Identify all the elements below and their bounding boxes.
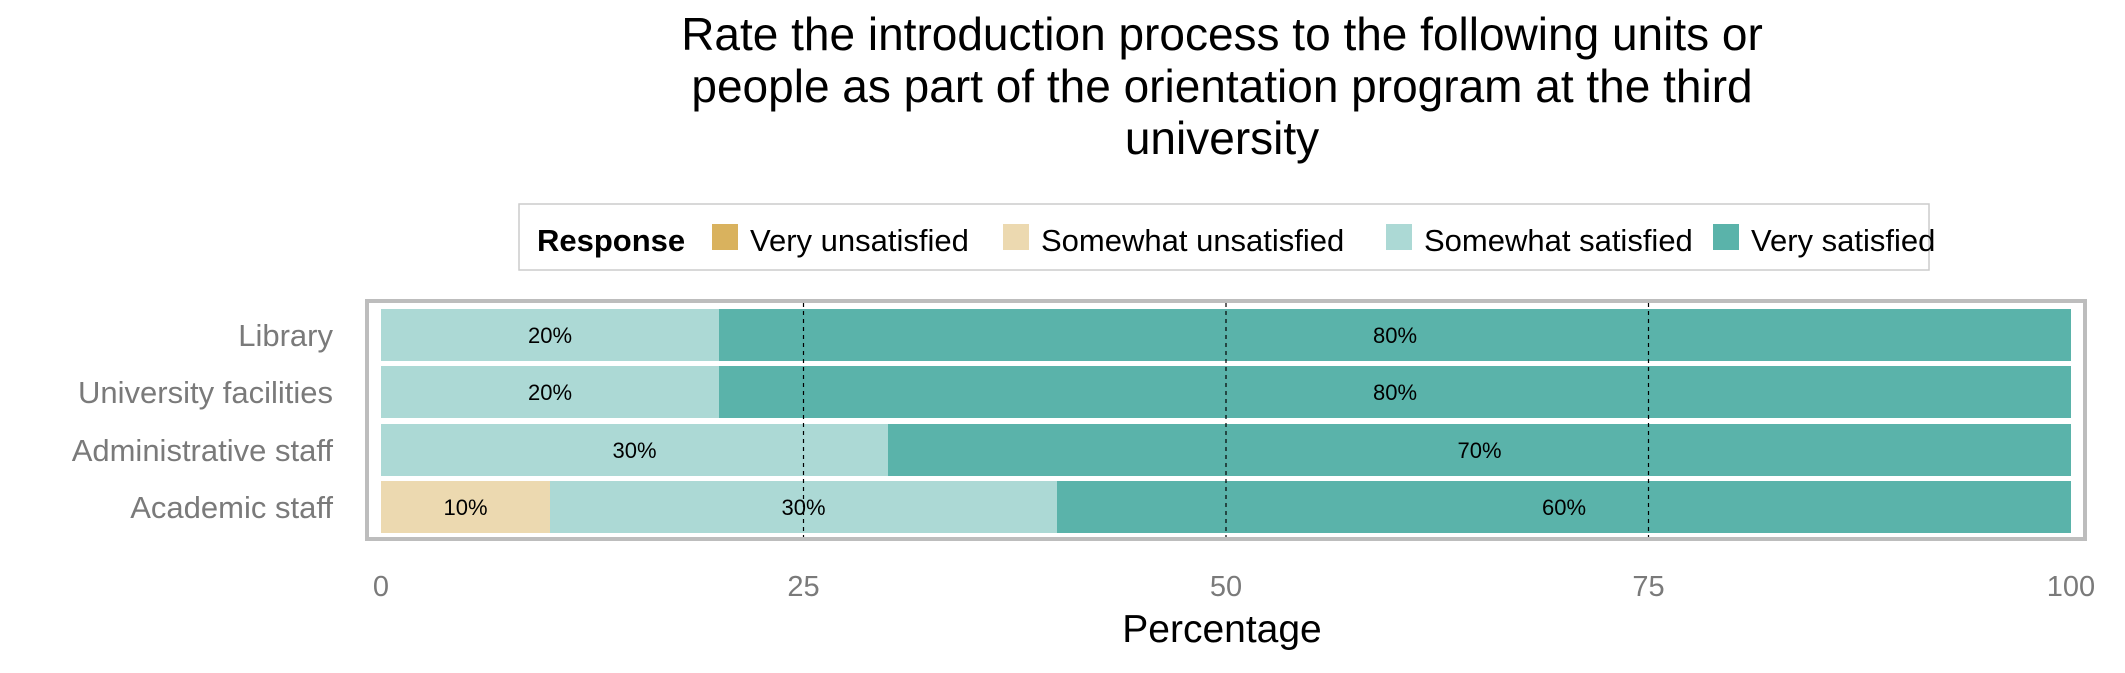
- data-label-university-facilities-somewhat-satisfied: 20%: [528, 380, 572, 405]
- x-tick-label-25: 25: [787, 571, 819, 603]
- chart-title-line-3: university: [1125, 112, 1319, 164]
- legend-swatch-somewhat-satisfied: [1386, 224, 1412, 250]
- legend-label-very-unsatisfied: Very unsatisfied: [750, 223, 969, 258]
- x-tick-label-0: 0: [373, 571, 389, 603]
- legend-swatch-very-unsatisfied: [712, 224, 738, 250]
- y-tick-label-administrative-staff: Administrative staff: [72, 433, 334, 468]
- x-axis: 0 25 50 75 100: [373, 571, 2095, 603]
- data-label-university-facilities-very-satisfied: 80%: [1373, 380, 1417, 405]
- legend: Response Very unsatisfied Somewhat unsati…: [518, 203, 1935, 271]
- chart-title-line-2: people as part of the orientation progra…: [691, 60, 1752, 112]
- y-tick-label-university-facilities: University facilities: [78, 375, 333, 410]
- y-tick-label-library: Library: [238, 318, 333, 353]
- y-axis: Library University facilities Administrati…: [72, 318, 334, 525]
- x-tick-label-75: 75: [1632, 571, 1664, 603]
- bar-library-very-satisfied: [719, 309, 2071, 361]
- bar-administrative-staff-very-satisfied: [888, 424, 2071, 476]
- legend-title: Response: [537, 223, 685, 258]
- data-label-administrative-staff-somewhat-satisfied: 30%: [612, 438, 656, 463]
- legend-label-very-satisfied: Very satisfied: [1751, 223, 1935, 258]
- data-label-academic-staff-very-satisfied: 60%: [1542, 495, 1586, 520]
- legend-label-somewhat-unsatisfied: Somewhat unsatisfied: [1041, 223, 1344, 258]
- legend-swatch-very-satisfied: [1713, 224, 1739, 250]
- data-label-library-very-satisfied: 80%: [1373, 323, 1417, 348]
- legend-swatch-somewhat-unsatisfied: [1003, 224, 1029, 250]
- chart-title: Rate the introduction process to the fol…: [681, 8, 1763, 164]
- chart-title-line-1: Rate the introduction process to the fol…: [681, 8, 1763, 60]
- x-axis-title: Percentage: [1122, 608, 1321, 651]
- legend-label-somewhat-satisfied: Somewhat satisfied: [1424, 223, 1693, 258]
- data-label-academic-staff-somewhat-unsatisfied: 10%: [443, 495, 487, 520]
- y-tick-label-academic-staff: Academic staff: [130, 490, 333, 525]
- bar-university-facilities-very-satisfied: [719, 366, 2071, 418]
- x-tick-label-50: 50: [1210, 571, 1242, 603]
- data-label-library-somewhat-satisfied: 20%: [528, 323, 572, 348]
- bar-university-facilities-somewhat-satisfied: [381, 366, 719, 418]
- x-tick-label-100: 100: [2047, 571, 2095, 603]
- data-label-academic-staff-somewhat-satisfied: 30%: [781, 495, 825, 520]
- bar-academic-staff-somewhat-unsatisfied: [381, 481, 550, 533]
- legend-box: [518, 203, 1930, 271]
- data-label-administrative-staff-very-satisfied: 70%: [1457, 438, 1501, 463]
- plot-area: 20% 80% 20% 80% 30% 70% 10% 30% 60%: [365, 299, 2087, 541]
- bar-library-somewhat-satisfied: [381, 309, 719, 361]
